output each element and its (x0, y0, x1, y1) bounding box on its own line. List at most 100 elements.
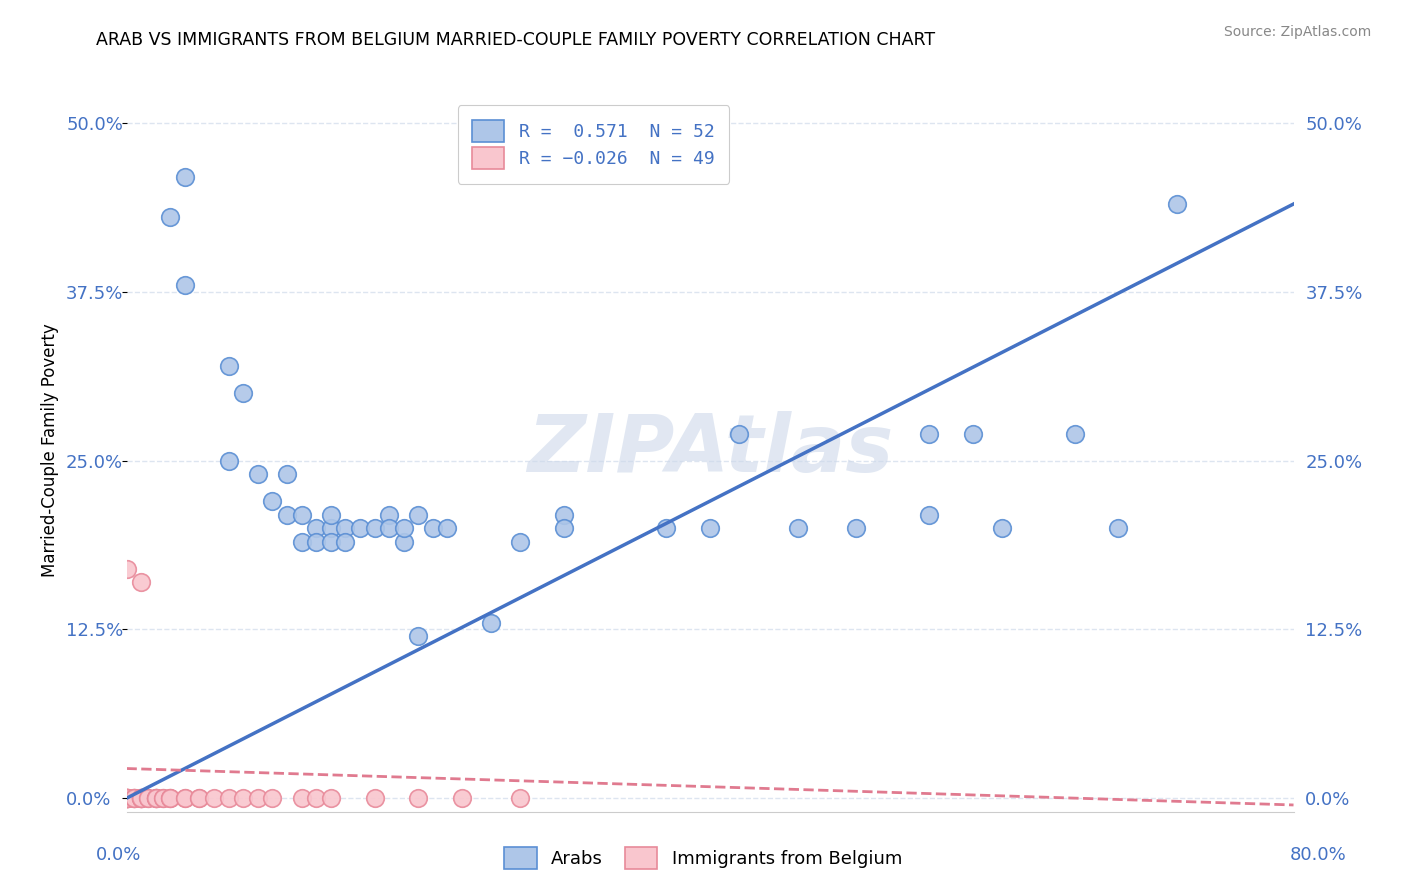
Point (145, 791, 167, 805)
Point (232, 386, 254, 401)
Point (305, 534, 328, 549)
Legend: Arabs, Immigrants from Belgium: Arabs, Immigrants from Belgium (496, 839, 910, 876)
Point (145, 791, 167, 805)
Point (122, 791, 145, 805)
Point (509, 791, 531, 805)
Point (408, 508, 430, 522)
Text: 80.0%: 80.0% (1291, 846, 1347, 863)
Point (138, 791, 160, 805)
Point (290, 508, 312, 522)
Point (115, 791, 138, 805)
Text: 0.0%: 0.0% (96, 846, 141, 863)
Point (232, 791, 254, 805)
Point (378, 521, 401, 535)
Point (918, 426, 941, 441)
Point (962, 426, 984, 441)
Point (290, 791, 312, 805)
Point (246, 467, 269, 481)
Point (262, 494, 284, 508)
Point (159, 791, 181, 805)
Point (276, 467, 298, 481)
Point (845, 521, 868, 535)
Point (246, 791, 269, 805)
Point (655, 521, 678, 535)
Point (129, 575, 152, 590)
Point (138, 791, 160, 805)
Point (786, 521, 808, 535)
Point (305, 791, 328, 805)
Point (408, 791, 430, 805)
Point (174, 169, 197, 184)
Y-axis label: Married-Couple Family Poverty: Married-Couple Family Poverty (41, 324, 59, 577)
Point (174, 278, 197, 293)
Point (699, 521, 721, 535)
Point (319, 791, 342, 805)
Point (436, 521, 458, 535)
Point (319, 508, 342, 522)
Point (159, 791, 181, 805)
Point (218, 791, 240, 805)
Point (122, 791, 145, 805)
Point (122, 791, 145, 805)
Point (115, 791, 138, 805)
Point (319, 521, 342, 535)
Point (129, 791, 152, 805)
Point (422, 521, 444, 535)
Point (1108, 521, 1130, 535)
Point (115, 791, 138, 805)
Point (115, 561, 138, 575)
Point (152, 791, 174, 805)
Point (115, 791, 138, 805)
Point (115, 791, 138, 805)
Point (218, 359, 240, 373)
Point (145, 791, 167, 805)
Point (1063, 426, 1085, 441)
Point (159, 211, 181, 225)
Point (363, 521, 385, 535)
Point (392, 534, 415, 549)
Point (335, 521, 357, 535)
Point (728, 426, 751, 441)
Point (451, 791, 474, 805)
Point (122, 791, 145, 805)
Point (918, 508, 941, 522)
Point (335, 534, 357, 549)
Text: ZIPAtlas: ZIPAtlas (527, 411, 893, 490)
Legend: R =  0.571  N = 52, R = −0.026  N = 49: R = 0.571 N = 52, R = −0.026 N = 49 (457, 105, 730, 184)
Point (129, 791, 152, 805)
Point (290, 534, 312, 549)
Point (115, 791, 138, 805)
Point (553, 508, 575, 522)
Point (188, 791, 211, 805)
Point (276, 508, 298, 522)
Point (262, 791, 284, 805)
Point (188, 791, 211, 805)
Point (145, 791, 167, 805)
Point (115, 791, 138, 805)
Point (202, 791, 225, 805)
Text: Source: ZipAtlas.com: Source: ZipAtlas.com (1223, 25, 1371, 39)
Point (129, 791, 152, 805)
Point (218, 453, 240, 467)
Point (159, 791, 181, 805)
Point (509, 534, 531, 549)
Point (479, 615, 502, 630)
Point (392, 521, 415, 535)
Point (990, 521, 1012, 535)
Text: ARAB VS IMMIGRANTS FROM BELGIUM MARRIED-COUPLE FAMILY POVERTY CORRELATION CHART: ARAB VS IMMIGRANTS FROM BELGIUM MARRIED-… (96, 31, 935, 49)
Point (145, 791, 167, 805)
Point (349, 521, 371, 535)
Point (305, 521, 328, 535)
Point (115, 791, 138, 805)
Point (115, 791, 138, 805)
Point (129, 791, 152, 805)
Point (553, 521, 575, 535)
Point (1166, 197, 1188, 211)
Point (378, 508, 401, 522)
Point (363, 791, 385, 805)
Point (129, 791, 152, 805)
Point (152, 791, 174, 805)
Point (408, 629, 430, 643)
Point (129, 791, 152, 805)
Point (174, 791, 197, 805)
